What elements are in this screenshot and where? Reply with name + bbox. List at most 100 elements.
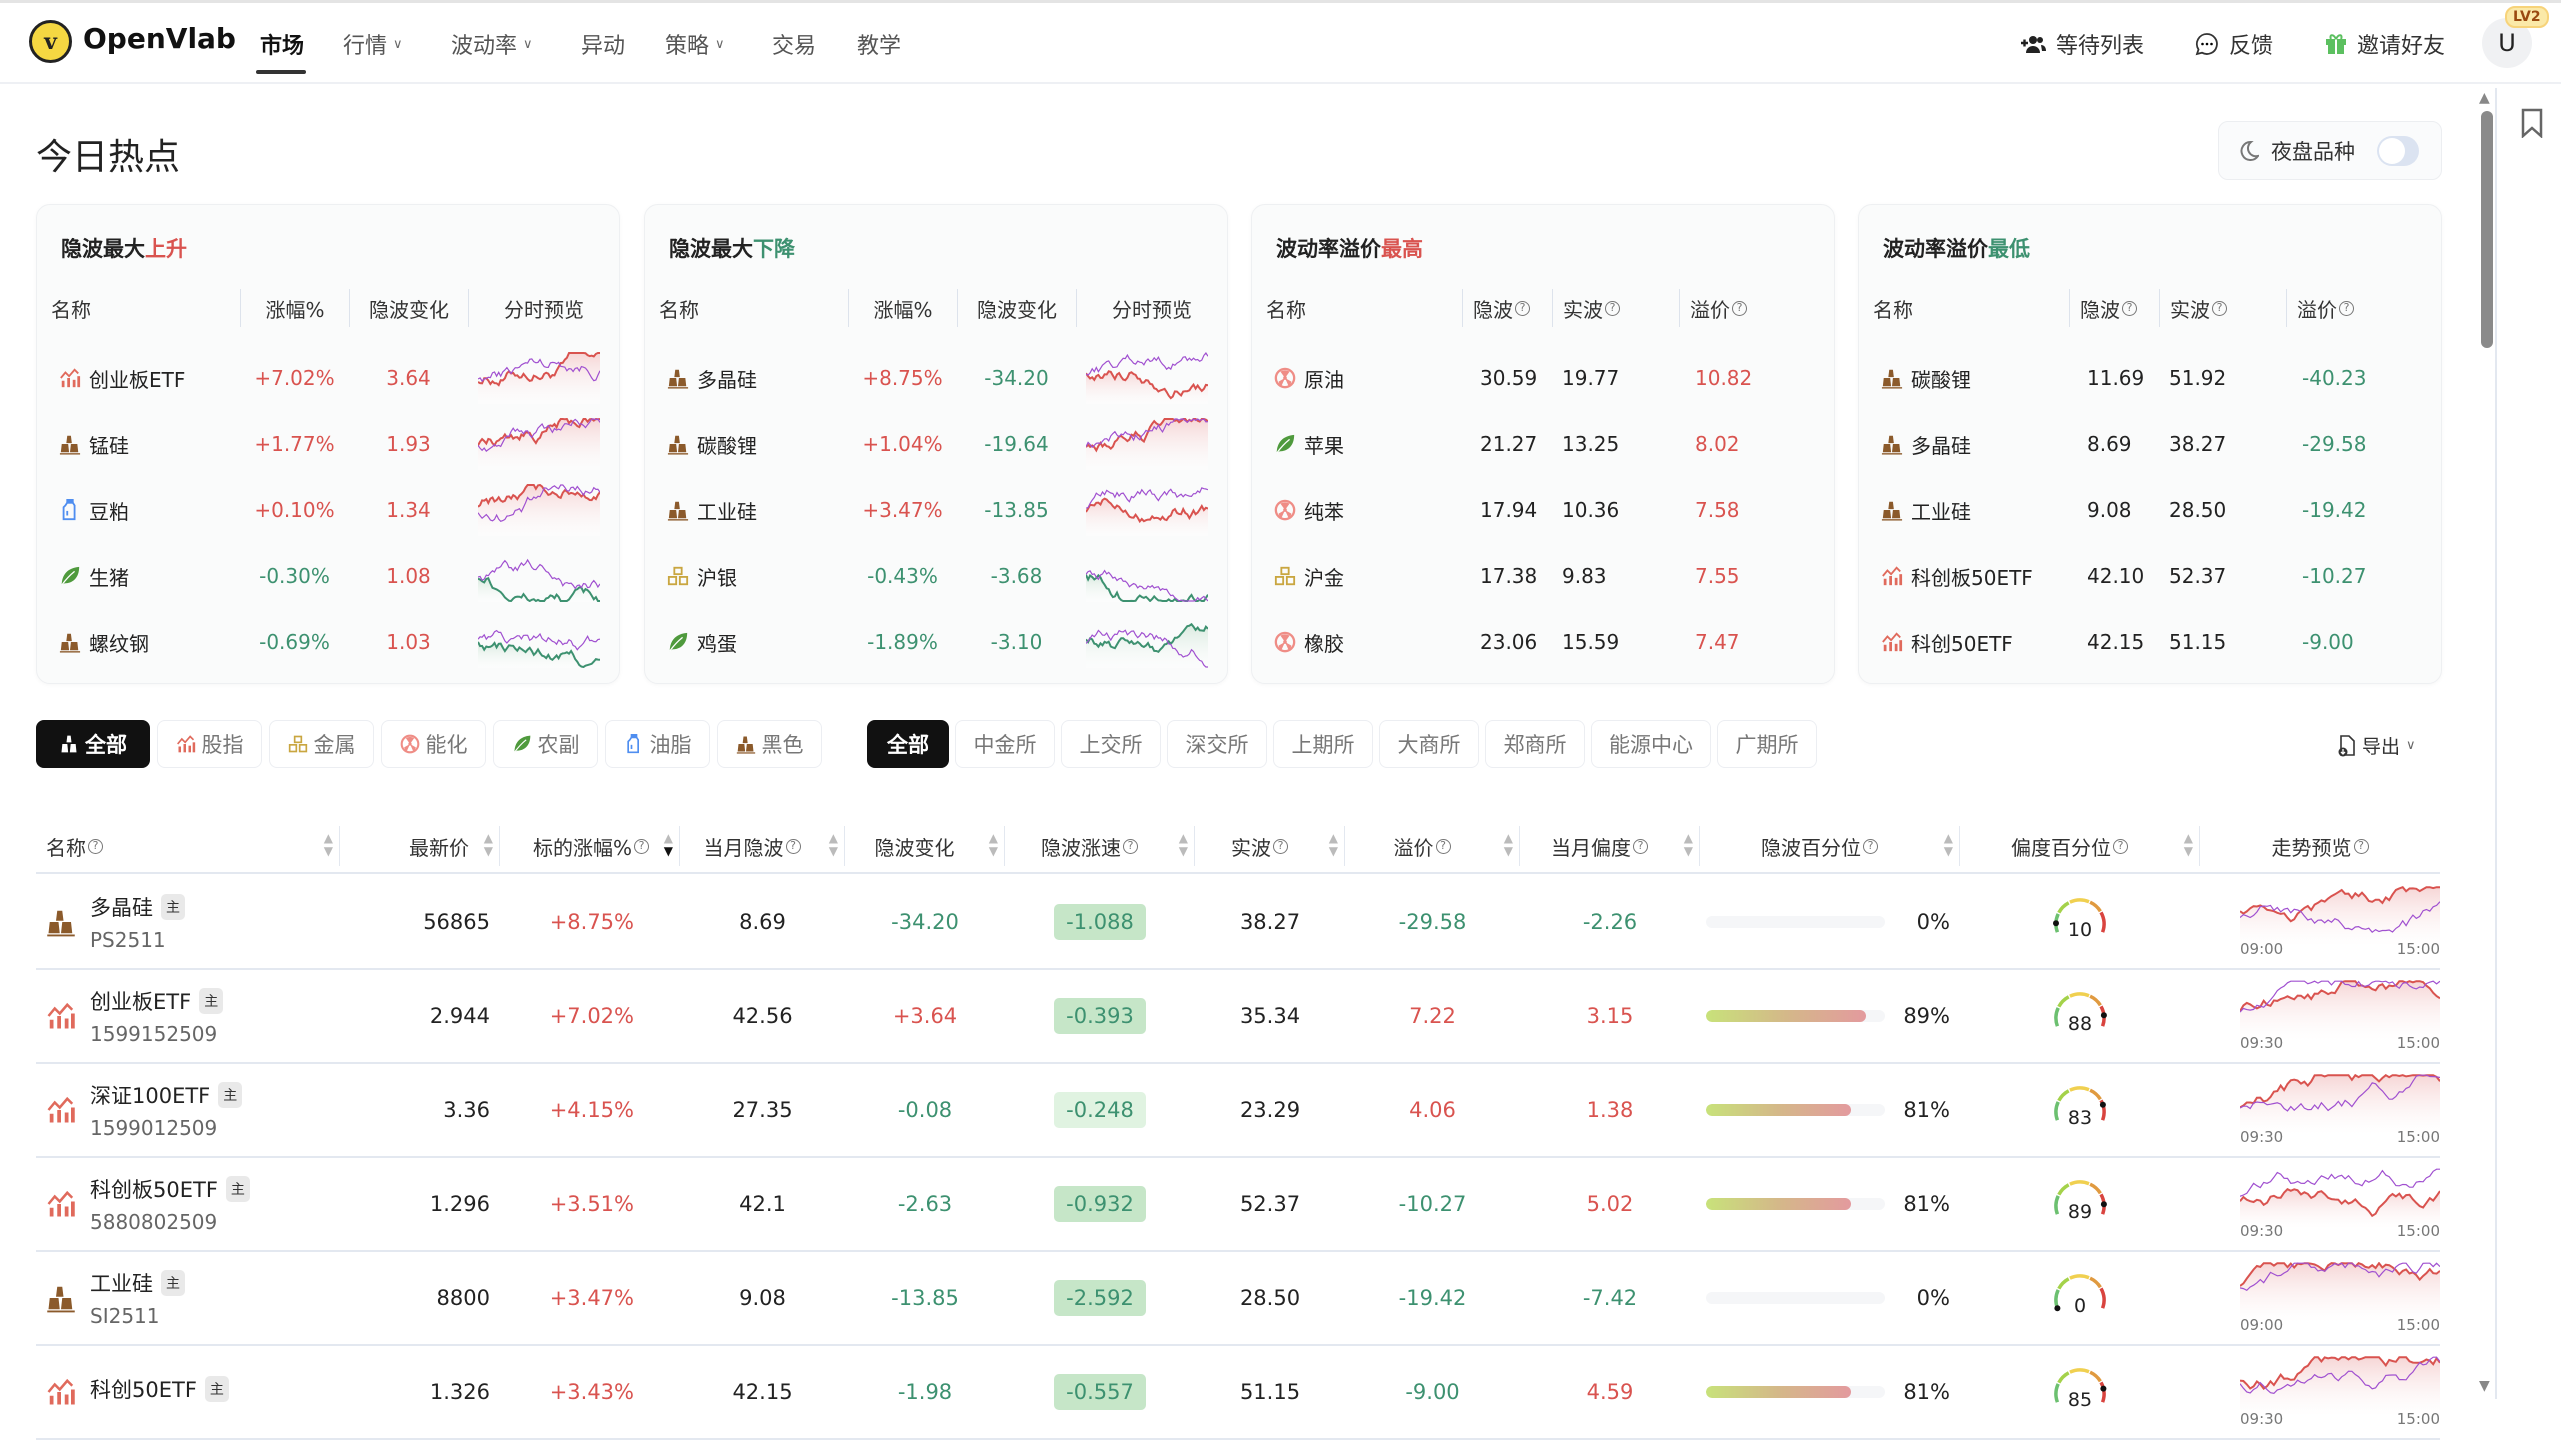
category-filter-2[interactable]: 金属 bbox=[269, 720, 374, 768]
instrument-cell[interactable]: 科创50ETF 主 bbox=[36, 1374, 340, 1410]
card-item-name[interactable]: 科创50ETF bbox=[1859, 628, 2069, 657]
col-header-4[interactable]: 隐波变化 ▲ ▼ bbox=[845, 826, 1005, 866]
table-row[interactable]: 深证100ETF 主 1599012509 3.36 +4.15% 27.35 -0… bbox=[36, 1064, 2440, 1158]
card-item-name[interactable]: 苹果 bbox=[1252, 430, 1462, 459]
sort-icon[interactable]: ▲ ▼ bbox=[1178, 831, 1188, 858]
help-icon[interactable]: ? bbox=[1435, 838, 1451, 854]
card-item-name[interactable]: 锰硅 bbox=[37, 430, 240, 459]
feedback-button[interactable]: 反馈 bbox=[2195, 28, 2273, 60]
card-row[interactable]: 多晶硅 8.69 38.27 -29.58 bbox=[1859, 411, 2441, 477]
col-header-0[interactable]: 名称? ▲ ▼ bbox=[36, 826, 340, 866]
card-row[interactable]: 工业硅 9.08 28.50 -19.42 bbox=[1859, 477, 2441, 543]
card-item-name[interactable]: 沪金 bbox=[1252, 562, 1462, 591]
col-header-7[interactable]: 溢价? ▲ ▼ bbox=[1345, 826, 1520, 866]
scroll-up-icon[interactable]: ▲ bbox=[2479, 90, 2490, 106]
nav-item-1[interactable]: 行情 ∨ bbox=[343, 28, 403, 60]
card-row[interactable]: 多晶硅 +8.75% -34.20 bbox=[645, 345, 1227, 411]
card-item-name[interactable]: 沪银 bbox=[645, 562, 848, 591]
exchange-filter-3[interactable]: 深交所 bbox=[1167, 720, 1267, 768]
sort-icon[interactable]: ▲ ▼ bbox=[483, 831, 493, 858]
card-row[interactable]: 工业硅 +3.47% -13.85 bbox=[645, 477, 1227, 543]
card-item-name[interactable]: 工业硅 bbox=[645, 496, 848, 525]
card-item-name[interactable]: 橡胶 bbox=[1252, 628, 1462, 657]
card-item-name[interactable]: 碳酸锂 bbox=[1859, 364, 2069, 393]
help-icon[interactable]: ? bbox=[1863, 838, 1878, 854]
brand-name[interactable]: OpenVlab bbox=[83, 22, 236, 55]
scrollbar-thumb[interactable] bbox=[2481, 111, 2493, 348]
help-icon[interactable]: ? bbox=[2113, 838, 2128, 854]
help-icon[interactable]: ? bbox=[1273, 838, 1288, 854]
help-icon[interactable]: ? bbox=[1515, 300, 1530, 316]
sort-icon[interactable]: ▲ ▼ bbox=[1943, 831, 1953, 858]
help-icon[interactable]: ? bbox=[1605, 300, 1620, 316]
help-icon[interactable]: ? bbox=[1633, 838, 1648, 854]
sort-icon[interactable]: ▲ ▼ bbox=[663, 831, 673, 858]
instrument-name[interactable]: 工业硅 bbox=[90, 1272, 153, 1296]
instrument-name[interactable]: 创业板ETF bbox=[90, 990, 192, 1014]
logo-icon[interactable]: v bbox=[29, 20, 72, 63]
bookmark-icon[interactable] bbox=[2521, 108, 2543, 138]
col-header-9[interactable]: 隐波百分位? ▲ ▼ bbox=[1700, 826, 1960, 866]
card-item-name[interactable]: 碳酸锂 bbox=[645, 430, 848, 459]
exchange-filter-8[interactable]: 广期所 bbox=[1717, 720, 1817, 768]
help-icon[interactable]: ? bbox=[2353, 838, 2369, 854]
instrument-name[interactable]: 多晶硅 bbox=[90, 896, 153, 920]
help-icon[interactable]: ? bbox=[2122, 300, 2137, 316]
instrument-cell[interactable]: 多晶硅主 PS2511 bbox=[36, 892, 340, 952]
user-avatar[interactable]: U bbox=[2482, 18, 2532, 68]
col-header-5[interactable]: 隐波涨速? ▲ ▼ bbox=[1005, 826, 1195, 866]
exchange-filter-1[interactable]: 中金所 bbox=[955, 720, 1055, 768]
nav-item-2[interactable]: 波动率 ∨ bbox=[451, 28, 533, 60]
exchange-filter-0[interactable]: 全部 bbox=[867, 720, 949, 768]
table-row[interactable]: 创业板ETF 主 1599152509 2.944 +7.02% 42.56 +3.… bbox=[36, 970, 2440, 1064]
card-row[interactable]: 碳酸锂 +1.04% -19.64 bbox=[645, 411, 1227, 477]
table-row[interactable]: 工业硅主 SI2511 8800 +3.47% 9.08 -13.85 -2.59… bbox=[36, 1252, 2440, 1346]
card-item-name[interactable]: 纯苯 bbox=[1252, 496, 1462, 525]
card-item-name[interactable]: 鸡蛋 bbox=[645, 628, 848, 657]
help-icon[interactable]: ? bbox=[88, 838, 103, 854]
nav-item-5[interactable]: 交易 bbox=[772, 28, 816, 60]
col-header-2[interactable]: 标的涨幅%? ▲ ▼ bbox=[500, 826, 680, 866]
help-icon[interactable]: ? bbox=[2339, 300, 2354, 316]
sort-icon[interactable]: ▲ ▼ bbox=[1328, 831, 1338, 858]
col-header-8[interactable]: 当月偏度? ▲ ▼ bbox=[1520, 826, 1700, 866]
sort-icon[interactable]: ▲ ▼ bbox=[988, 831, 998, 858]
card-row[interactable]: 生猪 -0.30% 1.08 bbox=[37, 543, 619, 609]
category-filter-0[interactable]: 全部 bbox=[36, 720, 150, 768]
help-icon[interactable]: ? bbox=[1123, 838, 1138, 854]
instrument-cell[interactable]: 深证100ETF 主 1599012509 bbox=[36, 1080, 340, 1140]
instrument-cell[interactable]: 创业板ETF 主 1599152509 bbox=[36, 986, 340, 1046]
card-item-name[interactable]: 原油 bbox=[1252, 364, 1462, 393]
card-row[interactable]: 科创板50ETF 42.10 52.37 -10.27 bbox=[1859, 543, 2441, 609]
night-session-toggle[interactable] bbox=[2377, 135, 2419, 166]
card-row[interactable]: 苹果 21.27 13.25 8.02 bbox=[1252, 411, 1834, 477]
card-row[interactable]: 橡胶 23.06 15.59 7.47 bbox=[1252, 609, 1834, 675]
sort-icon[interactable]: ▲ ▼ bbox=[2183, 831, 2193, 858]
nav-item-6[interactable]: 教学 bbox=[857, 28, 901, 60]
invite-button[interactable]: 邀请好友 bbox=[2325, 28, 2445, 60]
help-icon[interactable]: ? bbox=[2212, 300, 2227, 316]
table-row[interactable]: 科创板50ETF 主 5880802509 1.296 +3.51% 42.1 -2… bbox=[36, 1158, 2440, 1252]
category-filter-6[interactable]: 黑色 bbox=[717, 720, 822, 768]
card-row[interactable]: 锰硅 +1.77% 1.93 bbox=[37, 411, 619, 477]
exchange-filter-6[interactable]: 郑商所 bbox=[1485, 720, 1585, 768]
nav-item-3[interactable]: 异动 bbox=[581, 28, 625, 60]
exchange-filter-2[interactable]: 上交所 bbox=[1061, 720, 1161, 768]
category-filter-4[interactable]: 农副 bbox=[493, 720, 598, 768]
card-item-name[interactable]: 生猪 bbox=[37, 562, 240, 591]
instrument-name[interactable]: 深证100ETF bbox=[90, 1084, 211, 1108]
card-row[interactable]: 鸡蛋 -1.89% -3.10 bbox=[645, 609, 1227, 675]
card-row[interactable]: 科创50ETF 42.15 51.15 -9.00 bbox=[1859, 609, 2441, 675]
card-item-name[interactable]: 科创板50ETF bbox=[1859, 562, 2069, 591]
exchange-filter-4[interactable]: 上期所 bbox=[1273, 720, 1373, 768]
card-row[interactable]: 豆粕 +0.10% 1.34 bbox=[37, 477, 619, 543]
col-header-3[interactable]: 当月隐波? ▲ ▼ bbox=[680, 826, 845, 866]
instrument-name[interactable]: 科创50ETF bbox=[90, 1378, 197, 1402]
card-row[interactable]: 碳酸锂 11.69 51.92 -40.23 bbox=[1859, 345, 2441, 411]
sort-icon[interactable]: ▲ ▼ bbox=[828, 831, 838, 858]
scroll-down-icon[interactable]: ▼ bbox=[2479, 1378, 2490, 1394]
sort-icon[interactable]: ▲ ▼ bbox=[1503, 831, 1513, 858]
category-filter-1[interactable]: 股指 bbox=[157, 720, 262, 768]
sort-icon[interactable]: ▲ ▼ bbox=[323, 831, 333, 858]
nav-item-0[interactable]: 市场 bbox=[260, 28, 304, 60]
